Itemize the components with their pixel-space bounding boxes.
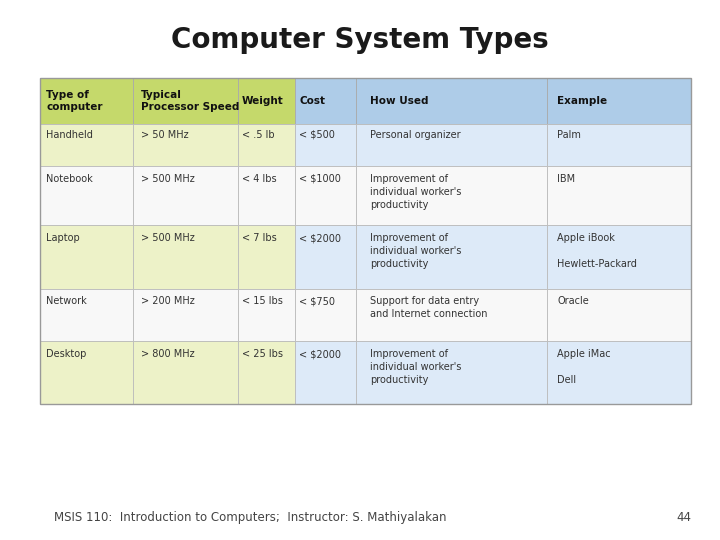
Bar (356, 78, 547, 124)
Text: Desktop: Desktop (46, 349, 86, 359)
Text: < $1000: < $1000 (300, 174, 341, 184)
Bar (238, 289, 295, 341)
Text: Improvement of
individual worker's
productivity: Improvement of individual worker's produ… (370, 174, 461, 210)
Bar (547, 78, 691, 124)
Bar (238, 166, 295, 225)
Text: Palm: Palm (557, 130, 581, 140)
Text: < $2000: < $2000 (300, 233, 341, 243)
Bar (133, 166, 238, 225)
Text: Apple iBook

Hewlett-Packard: Apple iBook Hewlett-Packard (557, 233, 637, 269)
Text: < $2000: < $2000 (300, 349, 341, 359)
Text: < 4 lbs: < 4 lbs (242, 174, 276, 184)
Text: Type of
computer: Type of computer (46, 90, 103, 112)
Text: > 500 MHz: > 500 MHz (140, 174, 194, 184)
Text: MSIS 110:  Introduction to Computers;  Instructor: S. Mathiyalakan: MSIS 110: Introduction to Computers; Ins… (54, 511, 446, 524)
Bar (547, 289, 691, 341)
Text: Network: Network (46, 296, 87, 306)
Text: Computer System Types: Computer System Types (171, 26, 549, 55)
Text: > 200 MHz: > 200 MHz (140, 296, 194, 306)
Bar (133, 289, 238, 341)
Bar (356, 166, 547, 225)
Bar (40, 78, 133, 124)
Bar (238, 341, 295, 404)
Bar (356, 289, 547, 341)
Text: < 25 lbs: < 25 lbs (242, 349, 283, 359)
Bar (356, 124, 547, 166)
Text: < .5 lb: < .5 lb (242, 130, 274, 140)
Bar (238, 78, 295, 124)
Text: 44: 44 (676, 511, 691, 524)
Text: Typical
Processor Speed: Typical Processor Speed (140, 90, 239, 112)
Text: Improvement of
individual worker's
productivity: Improvement of individual worker's produ… (370, 233, 461, 269)
Text: < 7 lbs: < 7 lbs (242, 233, 276, 243)
Text: > 800 MHz: > 800 MHz (140, 349, 194, 359)
Text: < $500: < $500 (300, 130, 336, 140)
Text: Notebook: Notebook (46, 174, 93, 184)
Bar (40, 225, 133, 289)
Bar (133, 78, 238, 124)
Bar (295, 289, 356, 341)
Bar (133, 124, 238, 166)
Text: Oracle: Oracle (557, 296, 589, 306)
Bar (40, 289, 133, 341)
Bar (295, 225, 356, 289)
Bar (133, 225, 238, 289)
Bar (547, 166, 691, 225)
Text: Improvement of
individual worker's
productivity: Improvement of individual worker's produ… (370, 349, 461, 384)
Text: Personal organizer: Personal organizer (370, 130, 460, 140)
Bar (238, 124, 295, 166)
Text: Laptop: Laptop (46, 233, 80, 243)
Bar (40, 166, 133, 225)
Bar (356, 225, 547, 289)
Bar (295, 124, 356, 166)
Text: Weight: Weight (242, 96, 284, 106)
Text: > 500 MHz: > 500 MHz (140, 233, 194, 243)
Bar (295, 78, 356, 124)
Bar (133, 341, 238, 404)
Bar (238, 225, 295, 289)
Bar (547, 124, 691, 166)
Text: Support for data entry
and Internet connection: Support for data entry and Internet conn… (370, 296, 487, 319)
Text: Example: Example (557, 96, 608, 106)
Text: How Used: How Used (370, 96, 428, 106)
Text: Apple iMac

Dell: Apple iMac Dell (557, 349, 611, 384)
Bar (295, 166, 356, 225)
Text: Cost: Cost (300, 96, 325, 106)
Text: IBM: IBM (557, 174, 575, 184)
Bar (547, 225, 691, 289)
Bar (40, 124, 133, 166)
Bar (547, 341, 691, 404)
Bar (40, 78, 691, 404)
Text: Handheld: Handheld (46, 130, 93, 140)
Text: > 50 MHz: > 50 MHz (140, 130, 188, 140)
Text: < $750: < $750 (300, 296, 336, 306)
Text: < 15 lbs: < 15 lbs (242, 296, 282, 306)
Bar (295, 341, 356, 404)
Bar (356, 341, 547, 404)
Bar (40, 341, 133, 404)
